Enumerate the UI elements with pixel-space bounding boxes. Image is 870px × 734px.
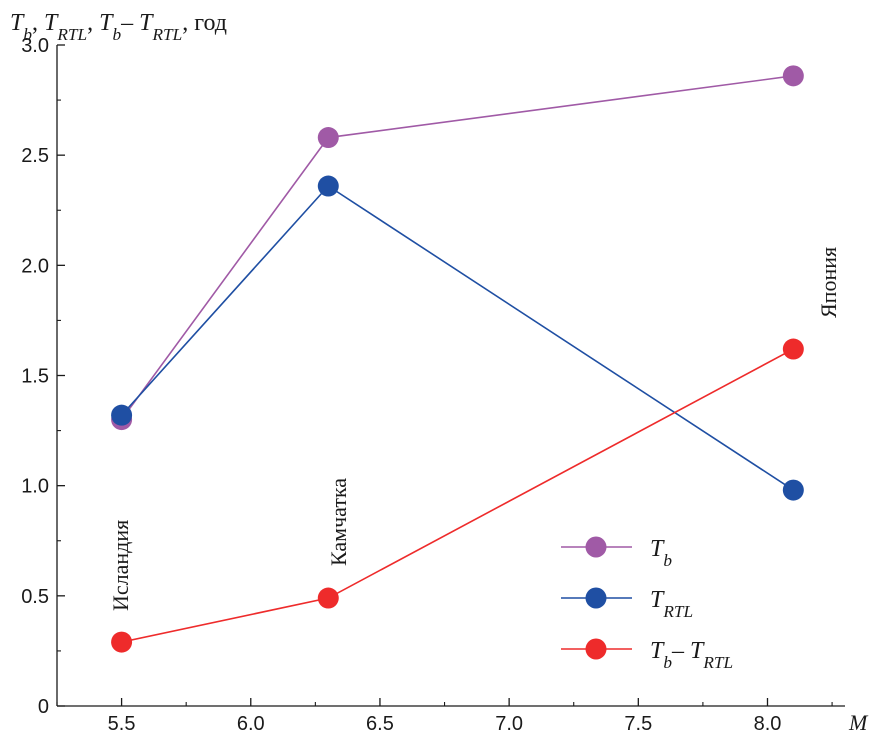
x-tick-label: 6.0 xyxy=(237,713,265,734)
x-axis-title: M xyxy=(848,710,869,734)
y-axis-title-part: RTL xyxy=(151,25,182,44)
y-axis-title-part: – xyxy=(120,10,139,36)
y-axis-title-part: b xyxy=(23,25,32,44)
y-tick-label: 3.0 xyxy=(21,35,49,57)
legend-marker xyxy=(585,536,607,558)
y-axis-title-part: b xyxy=(112,25,121,44)
place-annotation: Исландия xyxy=(108,520,133,611)
series-layer xyxy=(111,65,804,653)
data-point xyxy=(317,175,339,197)
x-tick-label: 5.5 xyxy=(108,713,136,734)
series-line xyxy=(121,348,794,643)
data-point xyxy=(317,587,339,609)
legend-label: Tb– TRTL xyxy=(650,638,733,672)
y-tick-label: 0.5 xyxy=(21,586,49,608)
legend-label-part: RTL xyxy=(662,602,693,621)
legend-label: TRTL xyxy=(650,587,693,621)
y-tick-label: 2.0 xyxy=(21,255,49,277)
y-axis-title-part: RTL xyxy=(56,25,87,44)
legend-label-part: T xyxy=(690,638,705,664)
y-tick-label: 2.5 xyxy=(21,145,49,167)
y-axis-title-part: , год xyxy=(182,10,227,36)
y-axis-title-part: T xyxy=(10,10,25,36)
x-tick-label: 8.0 xyxy=(754,713,782,734)
place-annotation: Камчатка xyxy=(326,478,351,566)
series-line xyxy=(120,75,794,421)
legend-label: Tb xyxy=(650,536,672,570)
legend-label-part: T xyxy=(650,638,665,664)
data-point xyxy=(317,127,339,149)
y-tick-label: 0 xyxy=(38,696,49,718)
legend-marker xyxy=(585,638,607,660)
data-point xyxy=(782,338,804,360)
x-tick-label: 6.5 xyxy=(366,713,394,734)
data-point xyxy=(111,631,133,653)
legend-label-part: T xyxy=(650,536,665,562)
legend-marker xyxy=(585,587,607,609)
data-point xyxy=(111,404,133,426)
y-axis-title-part: T xyxy=(44,10,59,36)
data-point xyxy=(782,479,804,501)
legend-label-part: T xyxy=(650,587,665,613)
annotations: Исландия Камчатка Япония xyxy=(108,247,841,611)
x-tick-label: 7.5 xyxy=(624,713,652,734)
y-axis-title-part: T xyxy=(139,10,154,36)
y-axis-title-part: T xyxy=(99,10,114,36)
y-axis-title-part: , xyxy=(32,10,44,36)
legend-label-part: b xyxy=(663,653,672,672)
legend-label-part: b xyxy=(663,551,672,570)
y-tick-label: 1.5 xyxy=(21,366,49,388)
series-line xyxy=(120,184,794,491)
y-tick-label: 1.0 xyxy=(21,476,49,498)
axes: 5.5 6.0 6.5 7.0 7.5 8.000.51.01.52.02.53.0Tb,… xyxy=(10,10,869,734)
x-tick-label: 7.0 xyxy=(495,713,523,734)
legend-label-part: – xyxy=(671,638,690,664)
place-annotation: Япония xyxy=(816,247,841,318)
y-axis-title: Tb, TRTL, Tb– TRTL, год xyxy=(10,10,227,44)
data-point xyxy=(782,65,804,87)
legend-label-part: RTL xyxy=(702,653,733,672)
y-axis-title-part: , xyxy=(87,10,99,36)
